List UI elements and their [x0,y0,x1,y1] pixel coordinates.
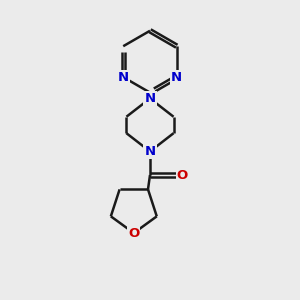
Text: N: N [171,70,182,84]
Text: N: N [144,92,156,105]
Text: O: O [177,169,188,182]
Text: O: O [128,226,140,239]
Text: N: N [144,145,156,158]
Text: N: N [118,70,129,84]
